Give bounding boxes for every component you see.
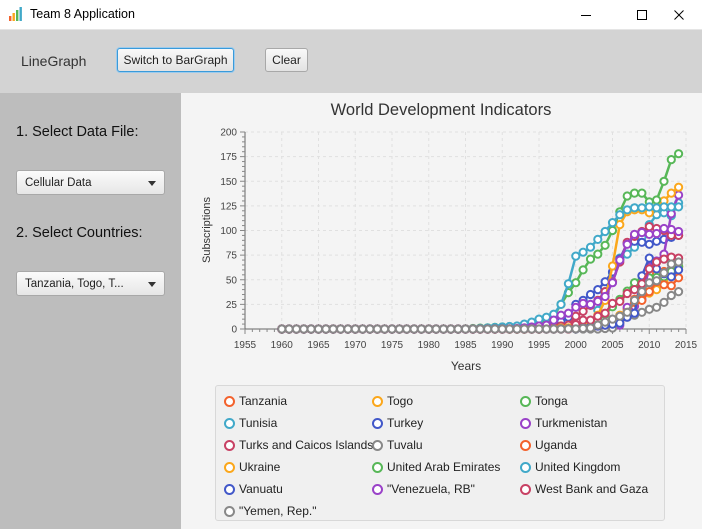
close-icon	[674, 9, 684, 20]
legend-marker-icon	[372, 462, 383, 473]
legend-marker-icon	[372, 440, 383, 451]
legend-label: Tanzania	[239, 394, 288, 408]
select-data-file-label: 1. Select Data File:	[16, 124, 139, 140]
legend-marker-icon	[224, 484, 235, 495]
legend-label: United Arab Emirates	[387, 460, 501, 474]
data-file-dropdown[interactable]: Cellular Data	[16, 170, 165, 195]
maximize-icon	[637, 9, 647, 20]
legend-label: Togo	[387, 394, 414, 408]
legend-marker-icon	[372, 396, 383, 407]
legend-label: "Yemen, Rep."	[239, 504, 317, 518]
legend-label: Ukraine	[239, 460, 281, 474]
app-chart-icon	[9, 7, 22, 21]
toolbar: LineGraph Switch to BarGraph Clear	[0, 30, 702, 93]
legend-marker-icon	[372, 484, 383, 495]
legend-label: West Bank and Gaza	[535, 482, 649, 496]
clear-button[interactable]: Clear	[265, 48, 308, 72]
window-title: Team 8 Application	[30, 7, 135, 21]
countries-dropdown[interactable]: Tanzania, Togo, T...	[16, 271, 165, 296]
legend-marker-icon	[520, 484, 531, 495]
legend-marker-icon	[224, 418, 235, 429]
legend-marker-icon	[520, 418, 531, 429]
countries-value: Tanzania, Togo, T...	[25, 278, 124, 290]
legend-label: Turks and Caicos Islands	[239, 438, 374, 452]
legend-marker-icon	[224, 440, 235, 451]
legend-marker-icon	[224, 506, 235, 517]
legend-marker-icon	[520, 462, 531, 473]
legend-marker-icon	[520, 396, 531, 407]
legend-marker-icon	[224, 396, 235, 407]
legend-marker-icon	[224, 462, 235, 473]
sidebar: 1. Select Data File: Cellular Data 2. Se…	[0, 93, 181, 529]
legend-marker-icon	[520, 440, 531, 451]
maximize-button[interactable]	[619, 0, 665, 29]
legend-label: Turkmenistan	[535, 416, 608, 430]
legend-label: Vanuatu	[239, 482, 283, 496]
legend-label: Tuvalu	[387, 438, 423, 452]
legend-marker-icon	[372, 418, 383, 429]
minimize-button[interactable]	[563, 0, 609, 29]
graph-mode-label: LineGraph	[21, 53, 87, 69]
legend-label: Turkey	[387, 416, 424, 430]
close-button[interactable]	[656, 0, 702, 29]
legend-label: Uganda	[535, 438, 578, 452]
select-countries-label: 2. Select Countries:	[16, 225, 143, 241]
title-bar: Team 8 Application	[0, 0, 702, 30]
switch-to-bargraph-button[interactable]: Switch to BarGraph	[117, 48, 234, 72]
chevron-down-icon	[148, 181, 156, 186]
legend-label: Tonga	[535, 394, 568, 408]
minimize-icon	[581, 14, 591, 16]
legend-label: United Kingdom	[535, 460, 621, 474]
chart-legend: Tanzania Togo Tonga Tunisia Turkey Turkmenist…	[215, 385, 665, 521]
legend-label: Tunisia	[239, 416, 278, 430]
chevron-down-icon	[148, 282, 156, 287]
legend-label: "Venezuela, RB"	[387, 482, 475, 496]
data-file-value: Cellular Data	[25, 177, 92, 189]
